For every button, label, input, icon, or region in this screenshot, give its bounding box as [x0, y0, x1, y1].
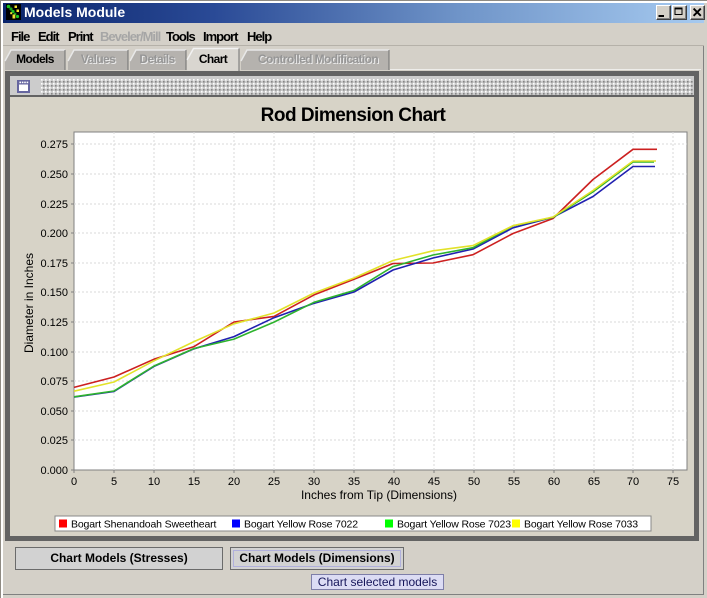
svg-text:65: 65: [588, 476, 600, 488]
svg-text:25: 25: [268, 476, 280, 488]
svg-text:50: 50: [468, 476, 480, 488]
svg-text:0.275: 0.275: [40, 139, 68, 151]
svg-text:0.200: 0.200: [40, 228, 68, 240]
svg-text:0.025: 0.025: [40, 435, 68, 447]
svg-text:Values: Values: [82, 53, 117, 67]
svg-text:Bogart Shenandoah Sweetheart: Bogart Shenandoah Sweetheart: [71, 519, 216, 531]
svg-text:10: 10: [148, 476, 160, 488]
svg-text:75: 75: [667, 476, 679, 488]
svg-text:Details: Details: [139, 52, 175, 66]
svg-text:60: 60: [548, 476, 560, 488]
svg-text:30: 30: [308, 476, 320, 488]
svg-text:Bogart Yellow Rose 7022: Bogart Yellow Rose 7022: [244, 519, 358, 531]
svg-text:Inches from Tip (Dimensions): Inches from Tip (Dimensions): [301, 488, 457, 502]
svg-text:Diameter in Inches: Diameter in Inches: [22, 253, 36, 353]
svg-text:Bogart Yellow Rose 7023: Bogart Yellow Rose 7023: [397, 519, 511, 531]
svg-text:Models: Models: [16, 52, 55, 66]
svg-text:55: 55: [508, 476, 520, 488]
svg-text:0.250: 0.250: [40, 169, 68, 181]
svg-text:Details: Details: [140, 53, 176, 67]
svg-text:0.075: 0.075: [40, 376, 68, 388]
svg-text:0.125: 0.125: [40, 317, 68, 329]
svg-text:Controlled Modification: Controlled Modification: [258, 52, 378, 66]
svg-text:0.050: 0.050: [40, 406, 68, 418]
svg-text:35: 35: [348, 476, 360, 488]
svg-text:15: 15: [188, 476, 200, 488]
svg-text:0.100: 0.100: [40, 347, 68, 359]
svg-text:Chart: Chart: [199, 52, 228, 66]
svg-text:0.175: 0.175: [40, 258, 68, 270]
svg-text:70: 70: [627, 476, 639, 488]
svg-text:0.150: 0.150: [40, 287, 68, 299]
svg-text:5: 5: [111, 476, 117, 488]
svg-text:0.000: 0.000: [40, 465, 68, 477]
svg-text:0: 0: [71, 476, 77, 488]
svg-text:Controlled Modification: Controlled Modification: [259, 53, 379, 67]
svg-text:0.225: 0.225: [40, 199, 68, 211]
svg-text:Bogart Yellow Rose 7033: Bogart Yellow Rose 7033: [524, 519, 638, 531]
svg-text:45: 45: [428, 476, 440, 488]
svg-text:Rod Dimension Chart: Rod Dimension Chart: [261, 105, 447, 126]
svg-text:Values: Values: [81, 52, 116, 66]
svg-text:20: 20: [228, 476, 240, 488]
svg-text:40: 40: [388, 476, 400, 488]
